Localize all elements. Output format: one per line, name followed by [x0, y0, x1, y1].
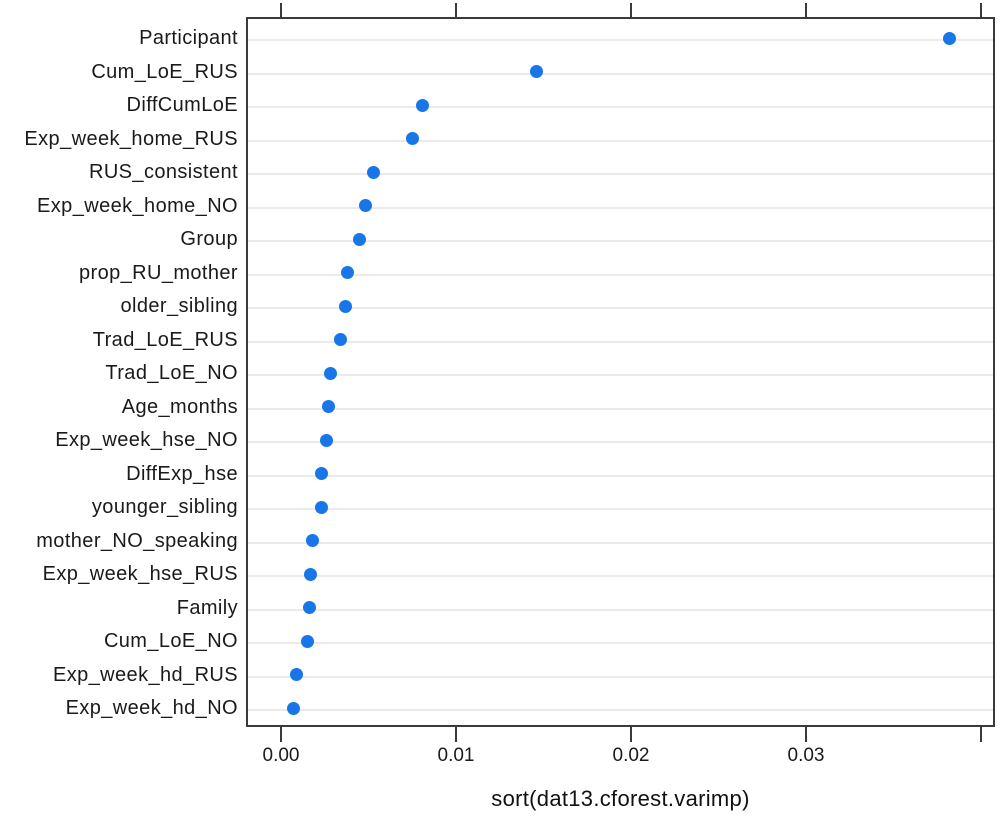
- y-axis-label: Exp_week_home_RUS: [24, 127, 238, 150]
- gridline: [248, 608, 993, 611]
- gridline: [248, 575, 993, 577]
- data-point: [304, 567, 318, 581]
- gridline: [248, 307, 993, 309]
- gridline: [248, 340, 993, 343]
- x-tick-label: 0.03: [787, 745, 825, 766]
- data-point: [405, 132, 419, 145]
- x-tick-bottom: [980, 727, 982, 742]
- data-point: [367, 165, 381, 179]
- data-point: [314, 467, 328, 480]
- gridline: [248, 240, 993, 242]
- y-axis-label: Trad_LoE_RUS: [92, 328, 238, 351]
- x-tick-top: [455, 3, 457, 17]
- y-axis-label: Exp_week_hd_NO: [65, 697, 238, 719]
- data-point: [314, 500, 328, 514]
- data-point: [306, 534, 319, 547]
- y-axis-label: Cum_LoE_RUS: [91, 60, 238, 83]
- y-axis-label: Exp_week_hse_NO: [55, 429, 238, 451]
- x-tick-bottom: [280, 727, 282, 742]
- data-point: [334, 333, 347, 346]
- x-tick-top: [980, 3, 982, 17]
- gridline: [248, 407, 993, 410]
- y-axis-label: mother_NO_speaking: [36, 529, 238, 552]
- data-point: [300, 634, 314, 648]
- x-tick-bottom: [455, 727, 457, 742]
- gridline: [248, 39, 993, 41]
- x-tick-label: 0.00: [262, 745, 300, 766]
- y-axis-label: RUS_consistent: [89, 161, 238, 183]
- y-axis-label: Exp_week_hd_RUS: [53, 663, 238, 686]
- gridline: [248, 72, 993, 75]
- data-point: [290, 668, 304, 681]
- data-point: [416, 98, 430, 112]
- data-point: [358, 199, 372, 212]
- gridline: [248, 642, 993, 644]
- y-axis-label: prop_RU_mother: [78, 261, 238, 284]
- x-tick-bottom: [805, 727, 807, 742]
- x-tick-bottom: [630, 727, 632, 742]
- gridline: [248, 106, 993, 108]
- y-axis-label: DiffCumLoE: [126, 94, 238, 116]
- y-axis-label: Participant: [139, 27, 238, 49]
- data-point: [320, 433, 333, 447]
- gridline: [248, 441, 993, 443]
- y-axis-label: Exp_week_home_NO: [37, 194, 238, 217]
- gridline: [248, 709, 993, 711]
- gridline: [248, 675, 993, 678]
- data-point: [323, 366, 337, 380]
- y-axis-label: Group: [180, 228, 238, 250]
- data-point: [353, 232, 367, 246]
- plot-area: [246, 17, 995, 727]
- y-axis-label: Trad_LoE_NO: [105, 362, 238, 384]
- data-point: [339, 299, 353, 313]
- x-tick-top: [805, 3, 807, 17]
- y-axis-label: Cum_LoE_NO: [103, 630, 238, 652]
- gridline: [248, 474, 993, 477]
- x-tick-top: [280, 3, 282, 17]
- y-axis-label: Age_months: [121, 395, 238, 418]
- data-point: [341, 266, 354, 279]
- y-axis-label: older_sibling: [120, 295, 238, 317]
- y-axis-label: Exp_week_hse_RUS: [42, 563, 238, 585]
- y-axis-label: DiffExp_hse: [126, 462, 238, 485]
- gridline: [248, 273, 993, 276]
- data-point: [302, 601, 316, 614]
- y-axis-label: Family: [176, 596, 238, 619]
- gridline: [248, 374, 993, 376]
- x-tick-label: 0.02: [612, 745, 650, 766]
- x-tick-top: [630, 3, 632, 17]
- x-tick-label: 0.01: [437, 745, 475, 766]
- data-point: [286, 701, 300, 715]
- gridline: [248, 139, 993, 142]
- gridline: [248, 508, 993, 510]
- data-point: [943, 31, 956, 45]
- gridline: [248, 541, 993, 544]
- data-point: [321, 400, 335, 413]
- y-axis-label: younger_sibling: [91, 496, 238, 518]
- x-axis-title: sort(dat13.cforest.varimp): [491, 786, 750, 811]
- gridline: [248, 206, 993, 209]
- gridline: [248, 173, 993, 175]
- data-point: [530, 65, 543, 78]
